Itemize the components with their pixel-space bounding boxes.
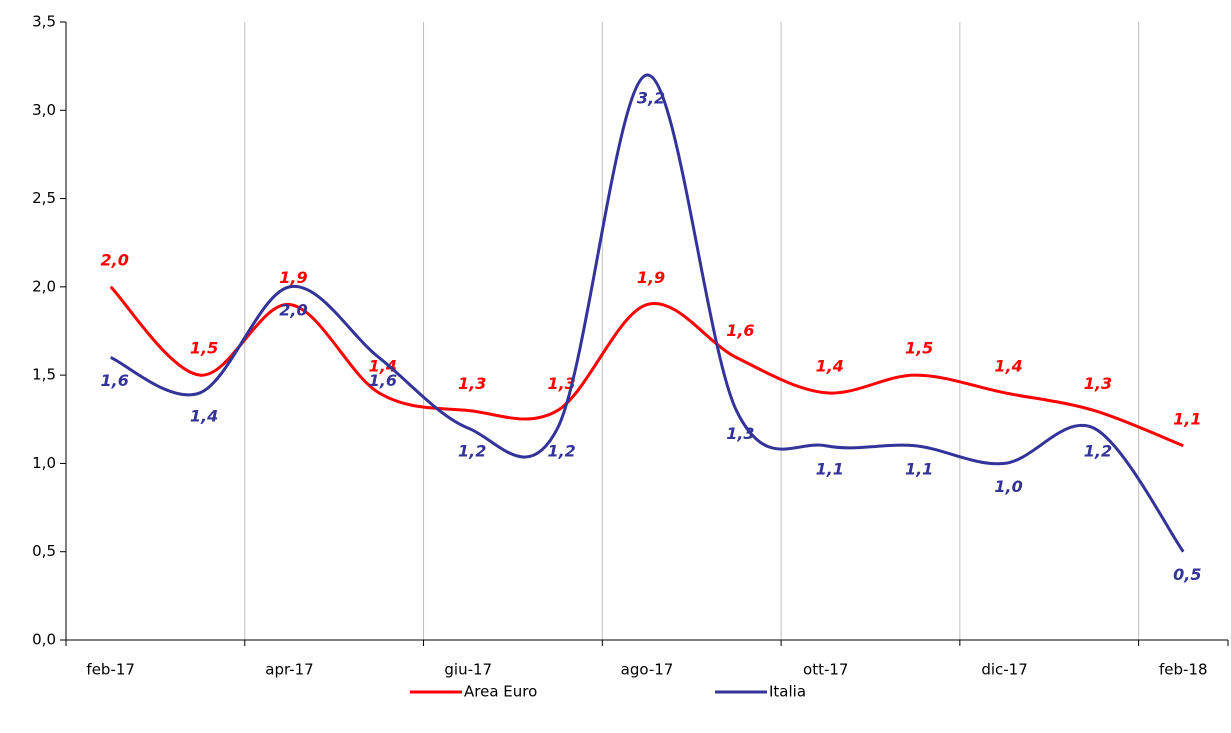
x-tick-label: apr-17 xyxy=(265,661,313,679)
data-label: 1,5 xyxy=(905,339,933,358)
y-tick-label: 0,5 xyxy=(32,542,56,560)
data-label: 1,5 xyxy=(190,339,218,358)
data-label: 1,9 xyxy=(279,268,307,287)
data-label: 1,4 xyxy=(994,356,1022,375)
data-label: 1,2 xyxy=(458,442,486,461)
y-tick-label: 1,5 xyxy=(32,366,56,384)
data-label: 1,3 xyxy=(1084,374,1112,393)
data-label: 1,0 xyxy=(994,477,1022,496)
y-tick-label: 3,5 xyxy=(32,13,56,31)
y-tick-label: 1,0 xyxy=(32,454,56,472)
x-tick-label: feb-17 xyxy=(86,661,135,679)
data-label: 2,0 xyxy=(101,250,129,269)
data-label: 1,1 xyxy=(905,459,933,478)
data-label: 1,1 xyxy=(816,459,844,478)
x-tick-label: giu-17 xyxy=(444,661,492,679)
data-label: 1,6 xyxy=(369,371,397,390)
data-label: 1,4 xyxy=(369,356,397,375)
y-tick-label: 3,0 xyxy=(32,101,56,119)
data-label: 1,6 xyxy=(101,371,129,390)
data-label: 1,2 xyxy=(547,442,575,461)
data-label: 1,2 xyxy=(1084,442,1112,461)
y-tick-label: 0,0 xyxy=(32,631,56,649)
series-line xyxy=(109,285,1184,448)
data-label: 2,0 xyxy=(279,300,307,319)
series-line xyxy=(110,73,1185,553)
data-label: 1,3 xyxy=(458,374,486,393)
data-label: 1,9 xyxy=(637,268,665,287)
data-label: 1,6 xyxy=(726,321,754,340)
y-tick-label: 2,0 xyxy=(32,277,56,295)
x-tick-label: feb-18 xyxy=(1159,661,1208,679)
data-label: 3,2 xyxy=(637,88,665,107)
data-label: 1,3 xyxy=(726,424,754,443)
x-tick-label: ott-17 xyxy=(803,661,848,679)
data-label: 1,1 xyxy=(1173,409,1201,428)
y-tick-label: 2,5 xyxy=(32,189,56,207)
data-label: 0,5 xyxy=(1173,565,1201,584)
data-label: 1,3 xyxy=(547,374,575,393)
legend-label: Area Euro xyxy=(464,683,537,701)
data-label: 1,4 xyxy=(816,356,844,375)
x-tick-label: ago-17 xyxy=(621,661,674,679)
x-tick-label: dic-17 xyxy=(981,661,1027,679)
data-label: 1,4 xyxy=(190,406,218,425)
legend-label: Italia xyxy=(769,683,806,701)
